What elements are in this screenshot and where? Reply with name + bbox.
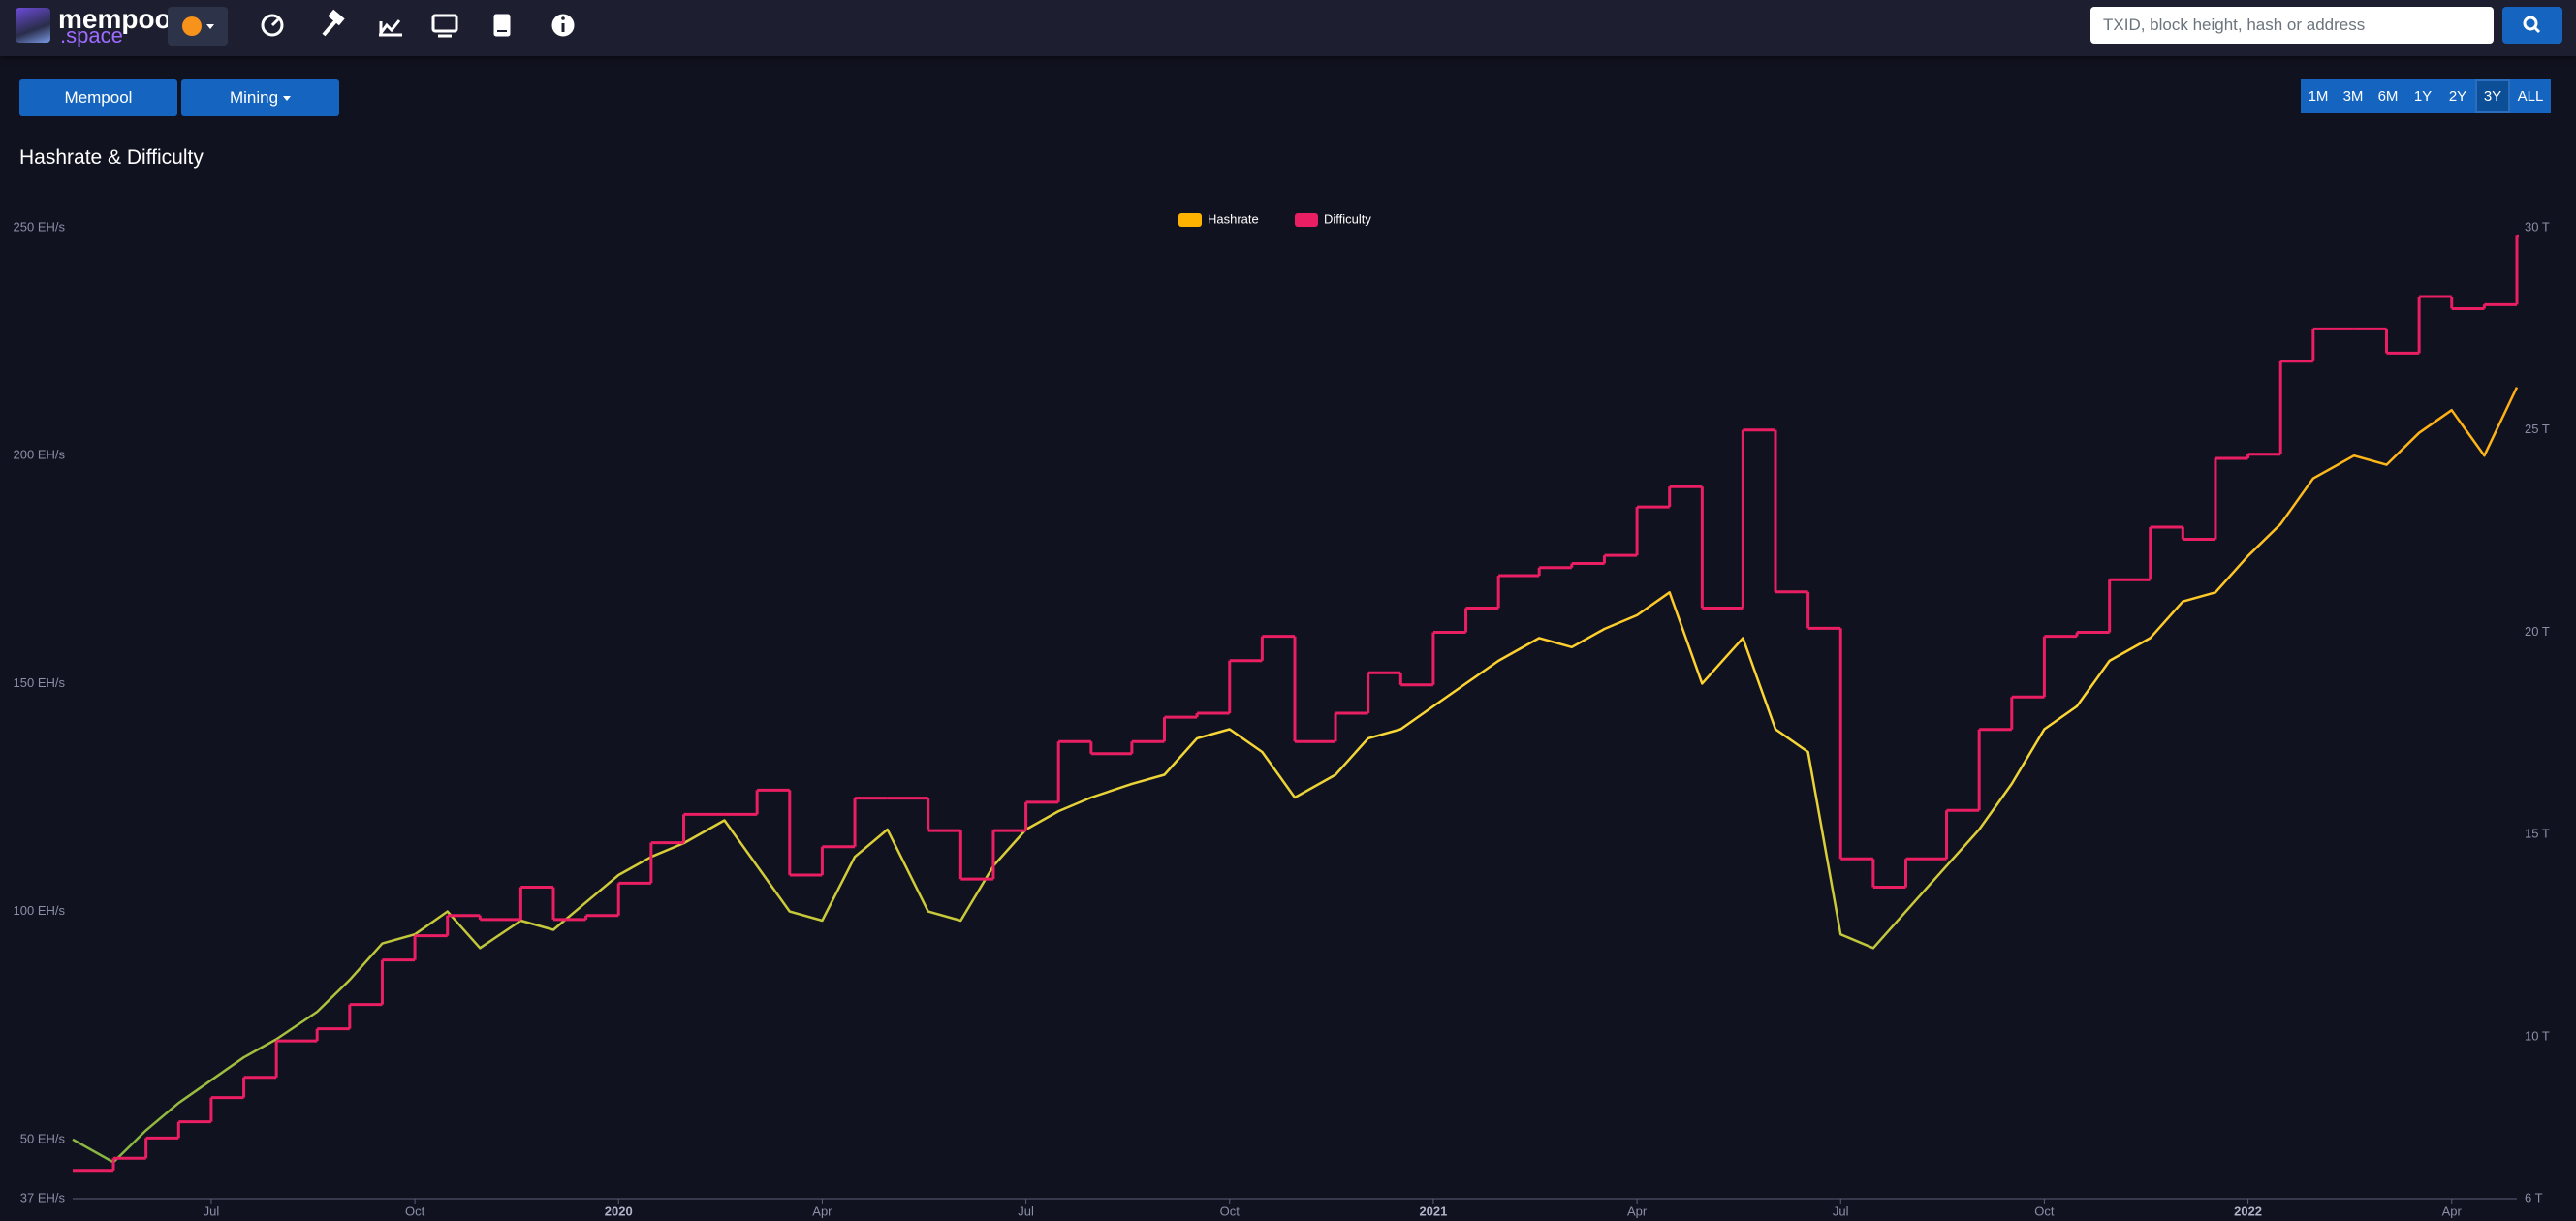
network-icon (182, 16, 214, 36)
x-tick-label: Apr (2442, 1204, 2463, 1218)
nav-button[interactable]: Mining (181, 79, 339, 116)
x-tick-label: 2022 (2234, 1204, 2262, 1218)
x-tick-label: Oct (2034, 1204, 2055, 1218)
x-tick-label: Jul (1833, 1204, 1849, 1218)
y-tick-label: 200 EH/s (14, 448, 66, 462)
x-tick-label: Apr (1627, 1204, 1648, 1218)
x-tick-label: Jul (1018, 1204, 1034, 1218)
chart-title: Hashrate & Difficulty (19, 146, 204, 169)
y-tick-label: 37 EH/s (20, 1190, 66, 1205)
range-button[interactable]: 3M (2336, 79, 2371, 113)
y-tick-label: 250 EH/s (14, 219, 66, 234)
y2-tick-label: 25 T (2525, 422, 2550, 436)
legend-swatch (1295, 213, 1318, 227)
x-tick-label: Apr (812, 1204, 832, 1218)
legend-swatch (1178, 213, 1202, 227)
y2-tick-label: 20 T (2525, 624, 2550, 639)
y2-tick-label: 10 T (2525, 1028, 2550, 1043)
search-icon (2523, 16, 2541, 34)
logo-text[interactable]: mempool (58, 4, 179, 34)
logo-icon[interactable] (16, 8, 50, 43)
y2-tick-label: 6 T (2525, 1190, 2543, 1205)
hashrate-line (72, 387, 2519, 1164)
range-button[interactable]: 3Y (2475, 79, 2510, 113)
search-input[interactable]: TXID, block height, hash or address (2090, 7, 2494, 44)
y-tick-label: 100 EH/s (14, 903, 66, 918)
y2-tick-label: 15 T (2525, 827, 2550, 841)
range-button[interactable]: 6M (2371, 79, 2405, 113)
search-button[interactable] (2502, 7, 2562, 44)
top-bar: mempool .space TXID, block height, hash … (0, 0, 2576, 56)
x-tick-label: Oct (1220, 1204, 1241, 1218)
range-button[interactable]: 1M (2301, 79, 2336, 113)
y-tick-label: 50 EH/s (20, 1131, 66, 1145)
y-tick-label: 150 EH/s (14, 675, 66, 690)
network-selector[interactable] (168, 7, 228, 46)
range-button[interactable]: 2Y (2440, 79, 2475, 113)
x-tick-label: Oct (405, 1204, 425, 1218)
legend-label: Hashrate (1208, 211, 1259, 226)
range-button[interactable]: ALL (2510, 79, 2551, 113)
logo-sub[interactable]: .space (60, 23, 123, 47)
nav-icons[interactable] (252, 6, 591, 48)
x-tick-label: Jul (204, 1204, 220, 1218)
range-button[interactable]: 1Y (2405, 79, 2440, 113)
x-tick-label: 2020 (605, 1204, 633, 1218)
legend-label: Difficulty (1324, 211, 1371, 226)
caret (283, 96, 292, 102)
y2-tick-label: 30 T (2525, 219, 2550, 234)
chart: 37 EH/s 50 EH/s 100 EH/s 150 EH/s 200 EH/s 25… (14, 211, 2550, 1218)
x-tick-label: 2021 (1419, 1204, 1447, 1218)
nav-button[interactable]: Mempool (19, 79, 177, 116)
